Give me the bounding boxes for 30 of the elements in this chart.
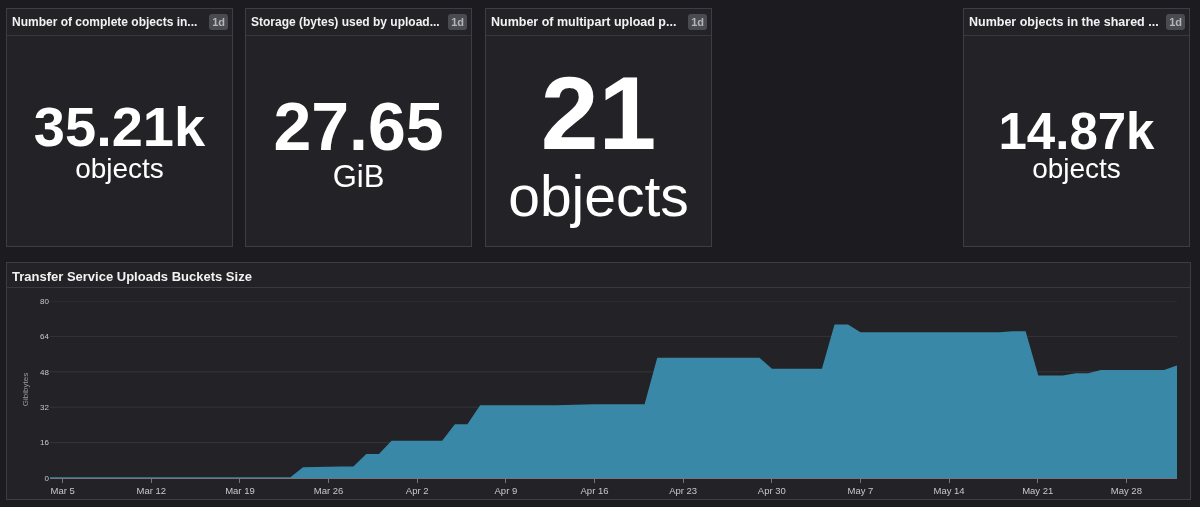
text: Storage (bytes) used by upload... bbox=[251, 15, 440, 30]
x-tick-label: Apr 9 bbox=[494, 485, 518, 497]
text: objects bbox=[1031, 153, 1122, 184]
y-tick-label: 16 bbox=[40, 438, 50, 448]
x-tick-label: Mar 12 bbox=[136, 485, 167, 497]
text: Number of complete objects in... bbox=[12, 15, 198, 30]
x-tick-label: May 14 bbox=[933, 485, 965, 497]
x-tick-label: Mar 5 bbox=[50, 485, 75, 497]
x-tick-label: May 28 bbox=[1110, 485, 1142, 497]
text: Number of multipart upload p... bbox=[491, 15, 677, 30]
text: 1d bbox=[1166, 14, 1185, 30]
x-tick-label: Apr 23 bbox=[669, 485, 698, 497]
x-tick-label: Apr 30 bbox=[757, 485, 786, 497]
text: 1d bbox=[448, 14, 467, 30]
chart-title: Transfer Service Uploads Buckets Size bbox=[12, 269, 252, 284]
x-tick-label: May 7 bbox=[847, 485, 874, 497]
x-tick-label: May 21 bbox=[1022, 485, 1054, 497]
y-tick-label: 48 bbox=[40, 367, 50, 377]
y-axis-title: Gibibytes bbox=[20, 372, 30, 407]
x-tick-label: Mar 26 bbox=[313, 485, 344, 497]
x-tick-label: Apr 2 bbox=[405, 485, 429, 497]
y-tick-label: 32 bbox=[40, 403, 50, 412]
x-tick-label: Apr 16 bbox=[580, 485, 609, 497]
y-tick-label: 80 bbox=[40, 296, 50, 306]
y-tick-label: 0 bbox=[44, 473, 50, 483]
text: 1d bbox=[209, 14, 228, 30]
text: Number objects in the shared ... bbox=[969, 15, 1159, 30]
y-tick-label: 64 bbox=[40, 332, 50, 342]
x-tick-label: Mar 19 bbox=[225, 485, 255, 497]
text: 1d bbox=[688, 14, 707, 30]
